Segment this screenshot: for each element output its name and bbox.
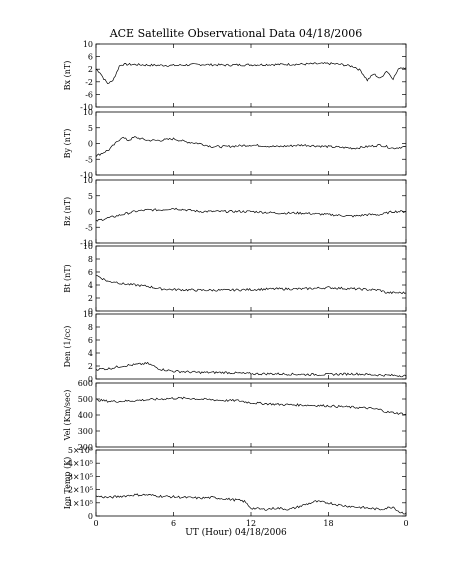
y-tick-label: 4 xyxy=(88,349,93,358)
y-tick-label: 600 xyxy=(78,379,93,388)
y-axis-label: Bt (nT) xyxy=(63,264,72,292)
series-line xyxy=(95,493,407,515)
panel-frame xyxy=(95,313,407,380)
x-tick-labels: 0 6 12 18 0 xyxy=(93,519,408,528)
y-tick-label: 0 xyxy=(88,307,93,316)
panel-2: 10 5 0 -5 -10 By (nT) xyxy=(63,108,407,180)
x-axis-label: UT (Hour) 04/18/2006 xyxy=(185,527,287,538)
y-tick-label: -10 xyxy=(80,239,93,248)
y-tick-label: 5 xyxy=(88,192,93,201)
y-axis-label: Den (1/cc) xyxy=(63,326,72,368)
y-tick-label: -5 xyxy=(85,155,93,164)
y-tick-label: 4×10⁵ xyxy=(68,459,93,468)
panel-frame xyxy=(95,449,407,517)
panel-frame xyxy=(95,382,407,448)
y-axis-label: Ion Temp (K) xyxy=(63,457,72,510)
x-tick-label: 0 xyxy=(403,519,408,528)
y-tick-label: 10 xyxy=(83,176,93,185)
x-tick-label: 18 xyxy=(323,519,333,528)
panel-4: 10 8 6 4 2 0 Bt (nT) xyxy=(63,242,407,316)
y-tick-label: 6 xyxy=(88,268,93,277)
series-line xyxy=(95,62,407,84)
y-tick-label: 3×10⁵ xyxy=(68,472,93,481)
y-tick-label: 0 xyxy=(88,140,93,149)
y-tick-label: 2 xyxy=(88,65,93,74)
x-tick-label: 6 xyxy=(171,519,176,528)
series-line xyxy=(95,207,407,222)
panel-frame xyxy=(95,111,407,176)
y-tick-label: 10 xyxy=(83,310,93,319)
y-tick-label: 200 xyxy=(78,443,93,452)
y-tick-label: 8 xyxy=(88,323,93,332)
panel-5: 10 8 6 4 2 0 Den (1/cc) xyxy=(63,310,407,384)
y-tick-label: 6 xyxy=(88,336,93,345)
y-tick-label: -6 xyxy=(85,90,93,99)
y-axis-label: Bx (nT) xyxy=(63,61,72,91)
y-tick-label: 2×10⁵ xyxy=(68,486,93,495)
y-tick-label: 6 xyxy=(88,53,93,62)
y-tick-label: 1×10⁵ xyxy=(68,499,93,508)
y-tick-label: -5 xyxy=(85,223,93,232)
y-tick-label: 4 xyxy=(88,281,93,290)
panel-1: 10 6 2 -2 -6 -10 Bx (nT) xyxy=(63,40,407,112)
panels: 10 6 2 -2 -6 -10 Bx (nT) 10 5 0 -5 -10 By (nT) 10 5 0 -5… xyxy=(63,40,407,521)
series-line xyxy=(95,275,407,295)
y-tick-label: 10 xyxy=(83,40,93,49)
y-tick-label: 300 xyxy=(78,427,93,436)
panel-7: 5×10⁵ 4×10⁵ 3×10⁵ 2×10⁵ 1×10⁵ 0 Ion Temp (K) xyxy=(63,446,407,521)
y-tick-label: 2 xyxy=(88,362,93,371)
panel-6: 600 500 400 300 200 Vel (Km/sec) xyxy=(63,379,407,452)
y-tick-label: -10 xyxy=(80,171,93,180)
y-axis-label: By (nT) xyxy=(63,129,72,159)
series-line xyxy=(95,396,407,416)
series-line xyxy=(95,361,407,378)
y-tick-label: 5 xyxy=(88,124,93,133)
y-tick-label: 5×10⁵ xyxy=(68,446,93,455)
y-tick-label: 2 xyxy=(88,294,93,303)
y-tick-label: -2 xyxy=(85,78,93,87)
x-tick-label: 0 xyxy=(93,519,98,528)
y-tick-label: -10 xyxy=(80,103,93,112)
y-tick-label: 0 xyxy=(88,512,93,521)
chart-title: ACE Satellite Observational Data 04/18/2… xyxy=(109,27,363,40)
y-tick-label: 0 xyxy=(88,375,93,384)
panel-frame xyxy=(95,245,407,312)
y-axis-label: Vel (Km/sec) xyxy=(63,390,72,442)
panel-3: 10 5 0 -5 -10 Bz (nT) xyxy=(63,176,407,248)
y-tick-label: 400 xyxy=(78,411,93,420)
y-axis-label: Bz (nT) xyxy=(63,197,72,226)
series-line xyxy=(95,136,407,158)
y-tick-label: 10 xyxy=(83,242,93,251)
x-tick-label: 12 xyxy=(246,519,256,528)
y-tick-label: 10 xyxy=(83,108,93,117)
y-tick-label: 500 xyxy=(78,395,93,404)
panel-frame xyxy=(95,43,407,108)
y-tick-label: 8 xyxy=(88,255,93,264)
y-tick-label: 0 xyxy=(88,208,93,217)
